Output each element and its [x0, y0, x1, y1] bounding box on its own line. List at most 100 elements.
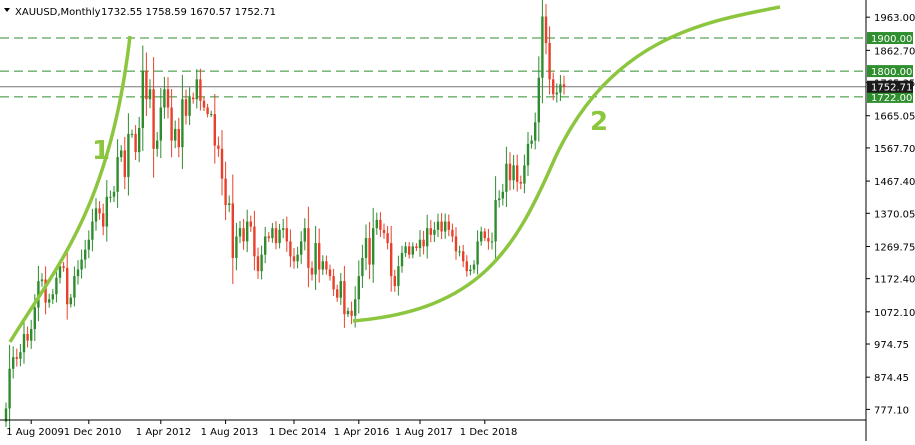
candle-body — [127, 133, 130, 177]
candle-body — [4, 408, 8, 422]
candle — [436, 213, 440, 238]
price-tick-label: 1269.75 — [874, 242, 915, 253]
candle-body — [141, 71, 144, 128]
candle-body — [289, 241, 292, 257]
candle — [390, 225, 393, 292]
level-price-label: 1800.00 — [871, 67, 912, 78]
level-price-label: 1722.00 — [871, 93, 912, 104]
candle — [426, 214, 429, 259]
candle-body — [318, 243, 321, 270]
candle-body — [188, 97, 191, 116]
candle-body — [224, 178, 227, 206]
candle-body — [530, 140, 533, 144]
candle — [19, 343, 22, 367]
candle — [418, 230, 422, 257]
candle — [174, 120, 177, 149]
candle — [433, 221, 436, 242]
candle-body — [350, 310, 353, 316]
price-tick-label: 1567.70 — [874, 144, 915, 155]
candle-body — [361, 257, 364, 277]
candle — [357, 260, 360, 314]
candle — [487, 228, 490, 250]
candle-body — [44, 279, 47, 303]
candle — [361, 244, 364, 288]
candle — [195, 69, 198, 109]
candle — [177, 117, 180, 158]
candle — [12, 346, 15, 379]
candle-body — [512, 165, 515, 181]
collapse-arrow-icon[interactable] — [4, 8, 10, 12]
candles — [4, 0, 566, 430]
candle — [238, 220, 242, 244]
candle — [429, 219, 432, 243]
candle — [339, 273, 342, 305]
candle — [76, 260, 80, 285]
candle — [69, 294, 72, 308]
candle-body — [476, 241, 479, 265]
time-tick-label: 1 Dec 2014 — [269, 427, 327, 438]
candle-body — [238, 228, 242, 237]
candle — [80, 249, 83, 279]
candle — [231, 174, 234, 284]
symbol-label: XAUUSD,Monthly — [15, 7, 101, 18]
candle — [526, 131, 530, 177]
candle — [159, 87, 162, 159]
candle — [120, 145, 123, 162]
candle — [210, 110, 213, 118]
candle-body — [58, 266, 62, 278]
candle-body — [429, 228, 432, 235]
candle — [559, 74, 562, 102]
candle-body — [91, 221, 94, 240]
candle — [519, 175, 522, 190]
candle-body — [526, 143, 530, 166]
candle-body — [433, 229, 436, 235]
candle — [156, 131, 159, 157]
candle — [246, 209, 249, 253]
candle-body — [22, 334, 26, 353]
candle — [202, 96, 206, 112]
candle-body — [559, 84, 562, 93]
time-tick-label: 1 Aug 2017 — [395, 427, 453, 438]
candle — [397, 255, 400, 296]
candle-body — [192, 97, 195, 100]
candle-body — [156, 140, 159, 149]
trend-curve-1 — [8, 35, 132, 343]
candle — [562, 75, 566, 95]
candle-body — [249, 221, 252, 227]
candle — [372, 207, 375, 283]
candle-body — [159, 107, 162, 141]
candle — [141, 45, 144, 152]
candle-body — [195, 79, 198, 100]
candle — [267, 232, 270, 242]
candle-body — [310, 267, 314, 275]
candle-body — [105, 196, 108, 227]
trend-curves: 1 2 — [8, 5, 781, 343]
candle-body — [451, 229, 454, 237]
candle-body — [231, 203, 234, 258]
candle-body — [523, 165, 526, 184]
candle — [534, 112, 537, 150]
candle — [386, 226, 389, 250]
candle — [217, 136, 220, 157]
candle-body — [220, 148, 224, 179]
candle — [462, 244, 465, 268]
ohlc-values: 1732.55 1758.59 1670.57 1752.71 — [101, 7, 276, 18]
annotation-1: 1 — [92, 136, 110, 166]
time-tick-label: 1 Aug 2009 — [6, 427, 64, 438]
candle-body — [357, 276, 360, 300]
candle-body — [422, 239, 425, 247]
candle — [62, 261, 65, 272]
candle-body — [202, 100, 206, 108]
candle — [548, 26, 551, 95]
candle-body — [228, 203, 231, 206]
candle-body — [109, 196, 112, 198]
candle — [123, 136, 126, 190]
candle-body — [426, 228, 429, 247]
candle — [163, 76, 166, 119]
candle — [476, 230, 479, 275]
candle — [112, 185, 116, 203]
level-price-tag — [867, 32, 913, 45]
candle-body — [84, 249, 87, 260]
